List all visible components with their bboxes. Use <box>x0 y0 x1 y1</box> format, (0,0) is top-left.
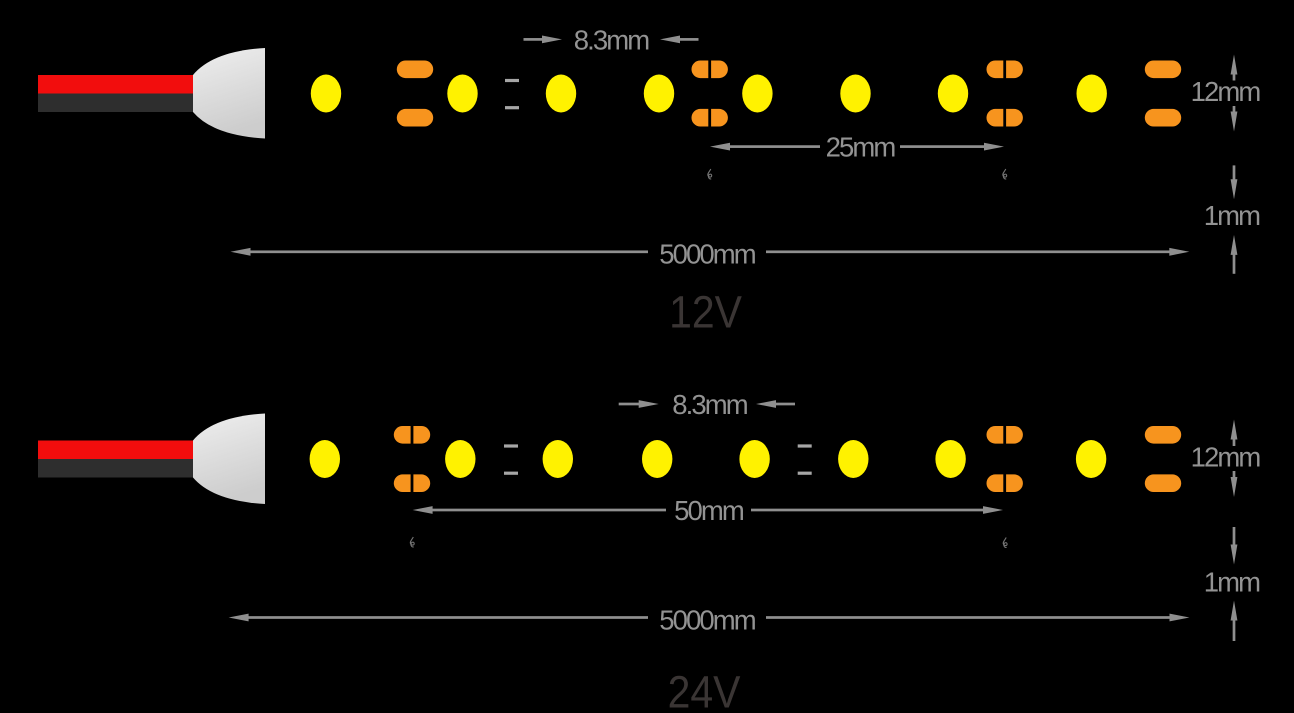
svg-text:24V: 24V <box>668 668 741 708</box>
svg-text:8.3mm: 8.3mm <box>672 389 748 420</box>
svg-text:12mm: 12mm <box>1191 442 1261 473</box>
svg-text:25mm: 25mm <box>826 131 896 162</box>
svg-text:12V: 12V <box>669 288 742 338</box>
svg-text:1mm: 1mm <box>1204 200 1260 231</box>
svg-text:12mm: 12mm <box>1191 76 1261 107</box>
svg-text:1mm: 1mm <box>1204 567 1260 598</box>
svg-text:8.3mm: 8.3mm <box>574 25 650 56</box>
svg-text:50mm: 50mm <box>674 495 744 526</box>
svg-text:5000mm: 5000mm <box>659 239 756 270</box>
svg-text:5000mm: 5000mm <box>659 604 756 635</box>
